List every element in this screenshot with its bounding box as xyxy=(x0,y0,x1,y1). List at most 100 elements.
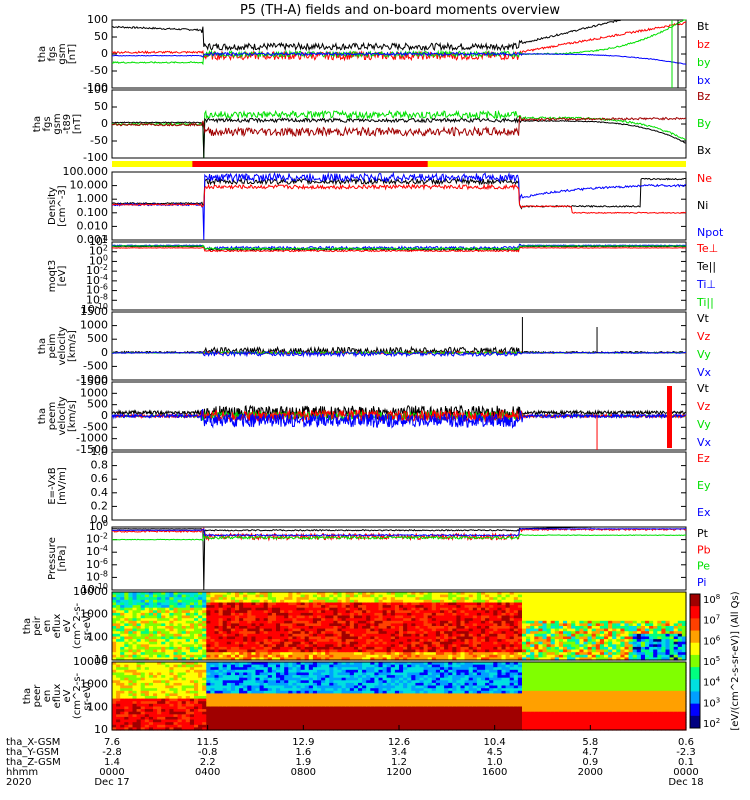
heatmap-cell xyxy=(276,620,281,624)
heatmap-cell xyxy=(288,618,293,622)
heatmap-cell xyxy=(497,636,503,640)
heatmap-cell xyxy=(390,636,396,640)
heatmap-cell xyxy=(394,618,400,622)
heatmap-cell xyxy=(616,636,621,640)
heatmap-cell xyxy=(411,605,416,609)
heatmap-cell xyxy=(124,597,129,601)
heatmap-cell xyxy=(132,680,138,684)
tick-label: 50 xyxy=(94,100,108,113)
heatmap-cell xyxy=(407,602,412,606)
heatmap-cell xyxy=(444,618,449,622)
heatmap-cell xyxy=(136,592,142,596)
tick-label: 100.000 xyxy=(63,165,109,178)
heatmap-cell xyxy=(321,646,326,651)
heatmap-cell xyxy=(181,719,187,723)
heatmap-cell xyxy=(673,612,679,617)
heatmap-cell xyxy=(153,706,158,710)
heatmap-cell xyxy=(214,688,220,692)
heatmap-cell xyxy=(128,605,134,609)
heatmap-cell xyxy=(214,610,220,614)
heatmap-cell xyxy=(198,685,203,689)
heatmap-cell xyxy=(259,618,265,622)
heatmap-cell xyxy=(177,696,183,700)
heatmap-cell xyxy=(661,628,667,632)
heatmap-cell xyxy=(144,610,150,614)
heatmap-cell xyxy=(489,641,494,645)
heatmap-cell xyxy=(116,690,121,694)
heatmap-cell xyxy=(681,599,687,603)
heatmap-cell xyxy=(604,649,609,653)
heatmap-cell xyxy=(431,636,437,640)
heatmap-cell xyxy=(321,652,326,656)
heatmap-cell xyxy=(198,620,203,624)
heatmap-cell xyxy=(214,701,220,705)
heatmap-cell xyxy=(161,667,166,671)
heatmap-cell xyxy=(501,646,507,651)
heatmap-cell xyxy=(345,652,351,656)
heatmap-cell xyxy=(173,714,179,718)
heatmap-cell xyxy=(169,719,175,723)
heatmap-cell xyxy=(153,612,158,617)
heatmap-cell xyxy=(185,631,191,635)
heatmap-cell xyxy=(239,664,244,668)
heatmap-cell xyxy=(325,599,330,603)
heatmap-cell xyxy=(120,677,125,681)
heatmap-cell xyxy=(247,623,252,627)
heatmap-cell xyxy=(116,657,121,661)
heatmap-cell xyxy=(198,626,203,630)
heatmap-cell xyxy=(239,612,244,617)
heatmap-cell xyxy=(210,597,216,601)
heatmap-cell xyxy=(513,628,519,632)
heatmap-cell xyxy=(645,652,650,656)
heatmap-cell xyxy=(542,618,548,622)
heatmap-cell xyxy=(452,592,457,596)
heatmap-cell xyxy=(189,716,195,721)
heatmap-cell xyxy=(128,696,134,700)
heatmap-cell xyxy=(591,628,597,632)
heatmap-cell xyxy=(591,594,597,598)
heatmap-cell xyxy=(472,626,478,630)
heatmap-cell xyxy=(505,654,511,658)
y-label-line: gsm xyxy=(57,43,68,64)
heatmap-cell xyxy=(665,607,671,611)
heatmap-cell xyxy=(403,610,408,614)
heatmap-cell xyxy=(239,592,244,596)
heatmap-cell xyxy=(538,602,544,606)
heatmap-cell xyxy=(247,714,252,718)
heatmap-cell xyxy=(370,646,375,651)
heatmap-cell xyxy=(353,607,359,611)
heatmap-cell xyxy=(612,592,617,596)
heatmap-cell xyxy=(378,626,384,630)
heatmap-cell xyxy=(604,654,609,658)
heatmap-cell xyxy=(513,626,519,630)
heatmap-cell xyxy=(312,628,318,632)
heatmap-cell xyxy=(276,677,281,681)
heatmap-cell xyxy=(567,602,572,606)
legend-Pt: Pt xyxy=(697,527,709,540)
heatmap-cell xyxy=(161,594,166,598)
heatmap-cell xyxy=(120,599,125,603)
heatmap-cell xyxy=(235,607,240,611)
heatmap-cell xyxy=(136,664,142,668)
heatmap-cell xyxy=(534,636,539,640)
heatmap-cell xyxy=(579,652,585,656)
heatmap-cell xyxy=(579,607,585,611)
heatmap-cell xyxy=(304,618,310,622)
heatmap-cell xyxy=(476,620,482,624)
heatmap-cell xyxy=(505,639,511,643)
heatmap-cell xyxy=(271,675,277,679)
heatmap-cell xyxy=(206,633,211,637)
heatmap-cell xyxy=(571,599,576,603)
heatmap-cell xyxy=(243,690,248,694)
heatmap-cell xyxy=(112,682,117,687)
heatmap-cell xyxy=(411,646,416,651)
heatmap-cell xyxy=(304,605,310,609)
heatmap-cell xyxy=(386,631,392,635)
heatmap-cell xyxy=(263,620,269,624)
heatmap-cell xyxy=(456,644,462,648)
heatmap-cell xyxy=(308,592,314,596)
heatmap-cell xyxy=(210,727,216,731)
heatmap-cell xyxy=(276,605,281,609)
heatmap-cell xyxy=(288,592,293,596)
heatmap-cell xyxy=(317,607,322,611)
